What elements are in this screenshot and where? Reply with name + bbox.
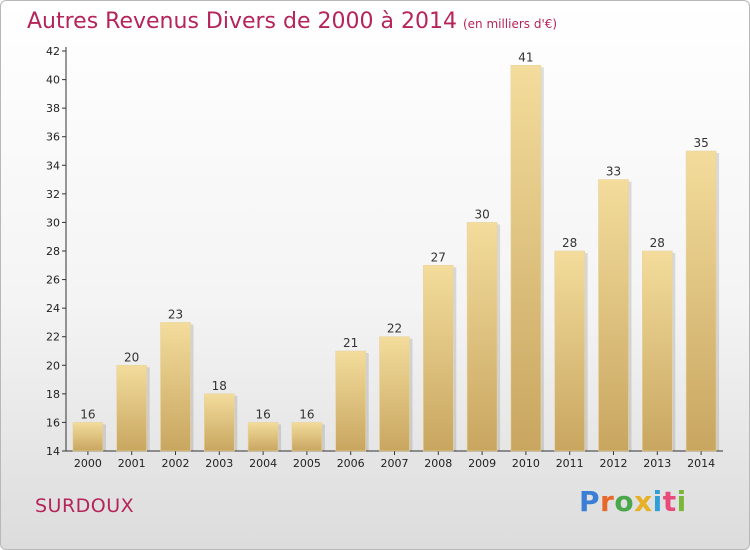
y-tick-label: 20 — [46, 359, 60, 372]
y-tick-label: 30 — [46, 216, 60, 229]
bar-2001 — [116, 364, 147, 452]
logo-letter: t — [662, 485, 677, 518]
bar-2007 — [379, 336, 410, 452]
data-label: 16 — [255, 407, 270, 421]
x-tick-label: 2012 — [600, 457, 628, 470]
logo-letter: i — [652, 485, 663, 518]
data-label: 33 — [606, 165, 621, 179]
bar-2014 — [685, 150, 717, 452]
axes: 14 16 18 20 22 24 26 28 30 32 34 36 38 40 42 2000 2001 20… — [46, 45, 723, 470]
x-tick-label: 2008 — [424, 457, 452, 470]
chart-title: Autres Revenus Divers de 2000 à 2014 (en … — [27, 9, 557, 34]
data-label: 22 — [387, 322, 402, 336]
x-tick-label: 2013 — [643, 457, 671, 470]
data-label: 20 — [124, 350, 139, 364]
y-tick-label: 28 — [46, 245, 60, 258]
logo-letter: o — [614, 485, 635, 518]
y-tick-label: 38 — [46, 102, 60, 115]
y-tick-label: 40 — [46, 74, 60, 87]
y-tick-label: 34 — [46, 159, 60, 172]
y-tick-label: 26 — [46, 274, 60, 287]
x-tick-label: 2010 — [512, 457, 540, 470]
y-tick-label: 24 — [46, 302, 60, 315]
chart-title-text: Autres Revenus Divers de 2000 à 2014 — [27, 9, 457, 34]
x-tick-label: 2007 — [381, 457, 409, 470]
bar-2009 — [466, 222, 498, 452]
x-tick-label: 2014 — [687, 457, 715, 470]
x-tick-label: 2000 — [74, 457, 102, 470]
bar-2003 — [204, 393, 235, 452]
x-tick-label: 2003 — [205, 457, 233, 470]
data-label: 16 — [299, 407, 314, 421]
data-label: 35 — [693, 136, 708, 150]
y-tick-label: 32 — [46, 188, 60, 201]
bar-2004 — [247, 422, 279, 452]
chart-subtitle: (en milliers d'€) — [462, 17, 558, 31]
bar-2012 — [598, 179, 629, 452]
data-label: 41 — [518, 50, 533, 64]
bars-group: 16 20 23 18 16 16 21 22 27 30 41 28 33 28 35 — [72, 50, 720, 452]
place-name: SURDOUX — [35, 495, 135, 517]
data-label: 18 — [212, 379, 227, 393]
bar-2005 — [291, 422, 323, 452]
logo-letter: P — [579, 485, 601, 518]
bar-2011 — [554, 250, 586, 452]
logo-letter: i — [676, 485, 687, 518]
bar-2010 — [510, 64, 542, 452]
bar-2013 — [641, 250, 673, 452]
logo-letter: x — [634, 485, 653, 518]
x-tick-label: 2001 — [118, 457, 146, 470]
data-label: 23 — [168, 307, 183, 321]
data-label: 27 — [431, 250, 446, 264]
proxiti-logo: Proxiti — [579, 485, 687, 518]
bar-2000 — [72, 422, 104, 452]
y-tick-label: 16 — [46, 416, 60, 429]
x-tick-label: 2004 — [249, 457, 277, 470]
data-label: 30 — [474, 207, 489, 221]
x-tick-label: 2011 — [556, 457, 584, 470]
logo-letter: r — [600, 485, 615, 518]
y-tick-label: 22 — [46, 331, 60, 344]
x-tick-label: 2006 — [337, 457, 365, 470]
data-label: 16 — [80, 407, 95, 421]
x-tick-label: 2009 — [468, 457, 496, 470]
y-tick-label: 14 — [46, 445, 60, 458]
y-tick-label: 42 — [46, 45, 60, 58]
bar-2008 — [422, 264, 454, 452]
data-label: 28 — [650, 236, 665, 250]
x-tick-label: 2002 — [162, 457, 190, 470]
data-label: 21 — [343, 336, 358, 350]
bar-2006 — [335, 350, 367, 452]
x-tick-label: 2005 — [293, 457, 321, 470]
y-tick-label: 36 — [46, 131, 60, 144]
y-tick-label: 18 — [46, 388, 60, 401]
bar-2002 — [160, 322, 191, 452]
data-label: 28 — [562, 236, 577, 250]
